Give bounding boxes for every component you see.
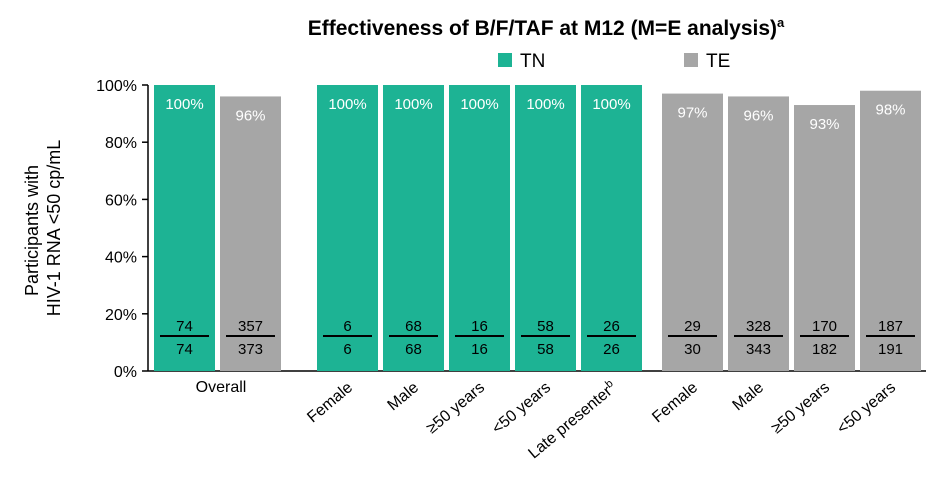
bar [449,85,510,371]
bar-group: 100% 68 68 [383,85,444,371]
y-tick-label: 40% [105,250,137,267]
legend-label-tn: TN [520,51,545,72]
category-label: <50 years [834,379,899,437]
bar-value-label: 100% [526,96,564,113]
category-label: ≥50 years [423,379,488,437]
numerator-label: 187 [878,318,903,335]
y-axis-label-line-2: HIV-1 RNA <50 cp/mL [44,140,64,317]
denominator-label: 6 [343,341,351,358]
denominator-label: 74 [176,341,193,358]
category-label-text: Female [649,379,701,426]
bar-group: 97% 29 30 [662,93,723,371]
numerator-label: 170 [812,318,837,335]
category-label: Male [730,379,768,414]
numerator-label: 68 [405,318,422,335]
y-axis-label-line-1: Participants with [22,165,42,296]
denominator-label: 191 [878,341,903,358]
bar-value-label: 97% [677,105,707,122]
bar-value-label: 100% [394,96,432,113]
legend-swatch-tn [498,53,512,67]
bar-value-label: 98% [875,102,905,119]
bars: 100%747496%357373100%66100%6868100%16161… [154,85,921,372]
denominator-label: 182 [812,341,837,358]
y-tick-label: 60% [105,192,137,209]
bar-group: 96% 357 373 [220,96,281,371]
category-label-text: <50 years [489,379,554,437]
bar-value-label: 96% [235,107,265,124]
bar-value-label: 100% [328,96,366,113]
legend: TN TE [498,51,730,72]
numerator-label: 6 [343,318,351,335]
numerator-label: 26 [603,318,620,335]
bar [662,93,723,371]
bar [794,105,855,372]
category-label-text: ≥50 years [768,379,833,437]
category-label: <50 years [489,379,554,437]
category-label-text: Male [385,379,423,414]
bar [154,85,215,371]
numerator-label: 357 [238,318,263,335]
y-tick-label: 80% [105,135,137,152]
overall-label: Overall [196,379,247,396]
denominator-label: 16 [471,341,488,358]
denominator-label: 343 [746,341,771,358]
y-tick-label: 0% [114,364,137,381]
numerator-label: 74 [176,318,193,335]
numerator-label: 16 [471,318,488,335]
category-label: ≥50 years [768,379,833,437]
bar [515,85,576,371]
legend-label-te: TE [706,51,730,72]
bar-group: 98% 187 191 [860,90,921,371]
numerator-label: 58 [537,318,554,335]
bar-group: 100% 26 26 [581,85,642,371]
category-label-text: <50 years [834,379,899,437]
bar [220,96,281,371]
category-label-text: Male [730,379,768,414]
denominator-label: 26 [603,341,620,358]
category-label: Male [385,379,423,414]
title-superscript: a [777,15,785,30]
legend-swatch-te [684,53,698,67]
bar [383,85,444,371]
bar [317,85,378,371]
chart-title: Effectiveness of B/F/TAF at M12 (M=E ana… [308,15,785,40]
denominator-label: 30 [684,341,701,358]
bar-group: 96% 328 343 [728,96,789,371]
bar [581,85,642,371]
bar-group: 100% 16 16 [449,85,510,371]
bar-value-label: 100% [165,96,203,113]
category-label-text: ≥50 years [423,379,488,437]
bar [860,90,921,371]
bar-value-label: 96% [743,107,773,124]
bar-value-label: 93% [809,116,839,133]
y-axis-label: Participants with HIV-1 RNA <50 cp/mL [22,140,64,317]
numerator-label: 29 [684,318,701,335]
bar-value-label: 100% [460,96,498,113]
bar-group: 100% 74 74 [154,85,215,371]
y-tick-label: 100% [96,78,137,95]
bar-value-label: 100% [592,96,630,113]
bar-group: 100% 6 6 [317,85,378,371]
bar-group: 93% 170 182 [794,105,855,372]
denominator-label: 58 [537,341,554,358]
y-tick-label: 20% [105,307,137,324]
denominator-label: 68 [405,341,422,358]
category-label: Female [304,379,356,426]
denominator-label: 373 [238,341,263,358]
category-label: Female [649,379,701,426]
numerator-label: 328 [746,318,771,335]
bar-group: 100% 58 58 [515,85,576,371]
category-label-text: Female [304,379,356,426]
bar [728,96,789,371]
